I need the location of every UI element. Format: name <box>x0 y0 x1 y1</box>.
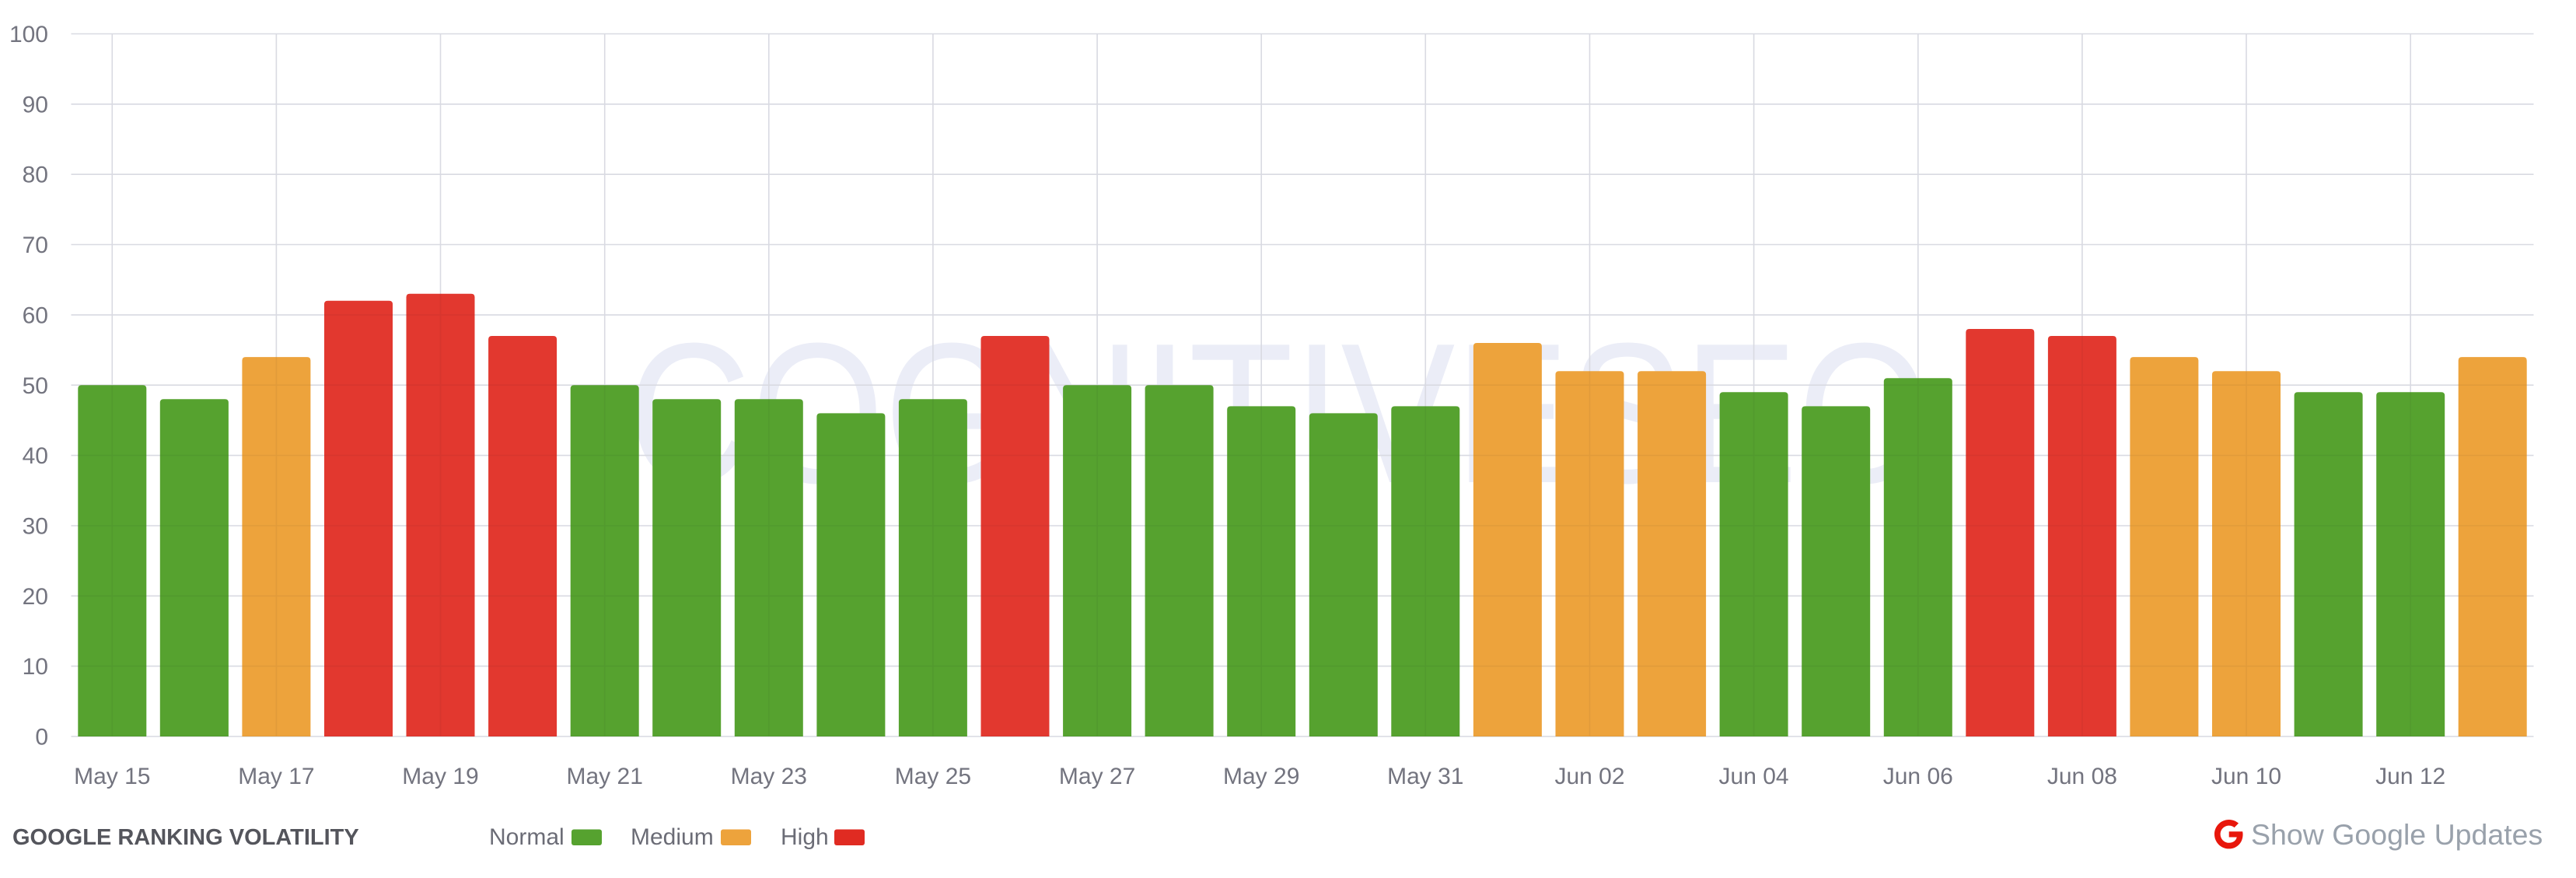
svg-text:May 21: May 21 <box>567 764 643 789</box>
svg-text:Jun 06: Jun 06 <box>1883 764 1953 789</box>
svg-text:High: High <box>781 824 829 850</box>
svg-text:0: 0 <box>35 725 48 750</box>
svg-text:10: 10 <box>23 654 48 680</box>
svg-text:30: 30 <box>23 514 48 540</box>
svg-text:May 25: May 25 <box>895 764 971 789</box>
svg-text:40: 40 <box>23 443 48 469</box>
svg-text:80: 80 <box>23 163 48 188</box>
svg-text:May 29: May 29 <box>1223 764 1299 789</box>
svg-text:100: 100 <box>9 22 48 47</box>
svg-text:GOOGLE RANKING VOLATILITY: GOOGLE RANKING VOLATILITY <box>12 825 359 850</box>
svg-text:60: 60 <box>23 303 48 328</box>
svg-text:May 27: May 27 <box>1059 764 1135 789</box>
svg-text:Normal: Normal <box>489 824 564 850</box>
svg-text:70: 70 <box>23 233 48 258</box>
svg-text:Jun 10: Jun 10 <box>2211 764 2281 789</box>
svg-text:May 23: May 23 <box>731 764 807 789</box>
svg-text:Jun 08: Jun 08 <box>2047 764 2117 789</box>
svg-text:Jun 04: Jun 04 <box>1719 764 1789 789</box>
svg-text:May 15: May 15 <box>74 764 150 789</box>
svg-text:90: 90 <box>23 92 48 117</box>
svg-text:May 31: May 31 <box>1387 764 1463 789</box>
svg-text:Jun 02: Jun 02 <box>1554 764 1624 789</box>
svg-text:Jun 12: Jun 12 <box>2375 764 2445 789</box>
svg-text:Medium: Medium <box>631 824 714 850</box>
svg-text:20: 20 <box>23 584 48 610</box>
svg-text:May 17: May 17 <box>238 764 314 789</box>
svg-text:May 19: May 19 <box>402 764 478 789</box>
svg-text:Show Google Updates: Show Google Updates <box>2251 818 2543 851</box>
svg-text:50: 50 <box>23 373 48 399</box>
